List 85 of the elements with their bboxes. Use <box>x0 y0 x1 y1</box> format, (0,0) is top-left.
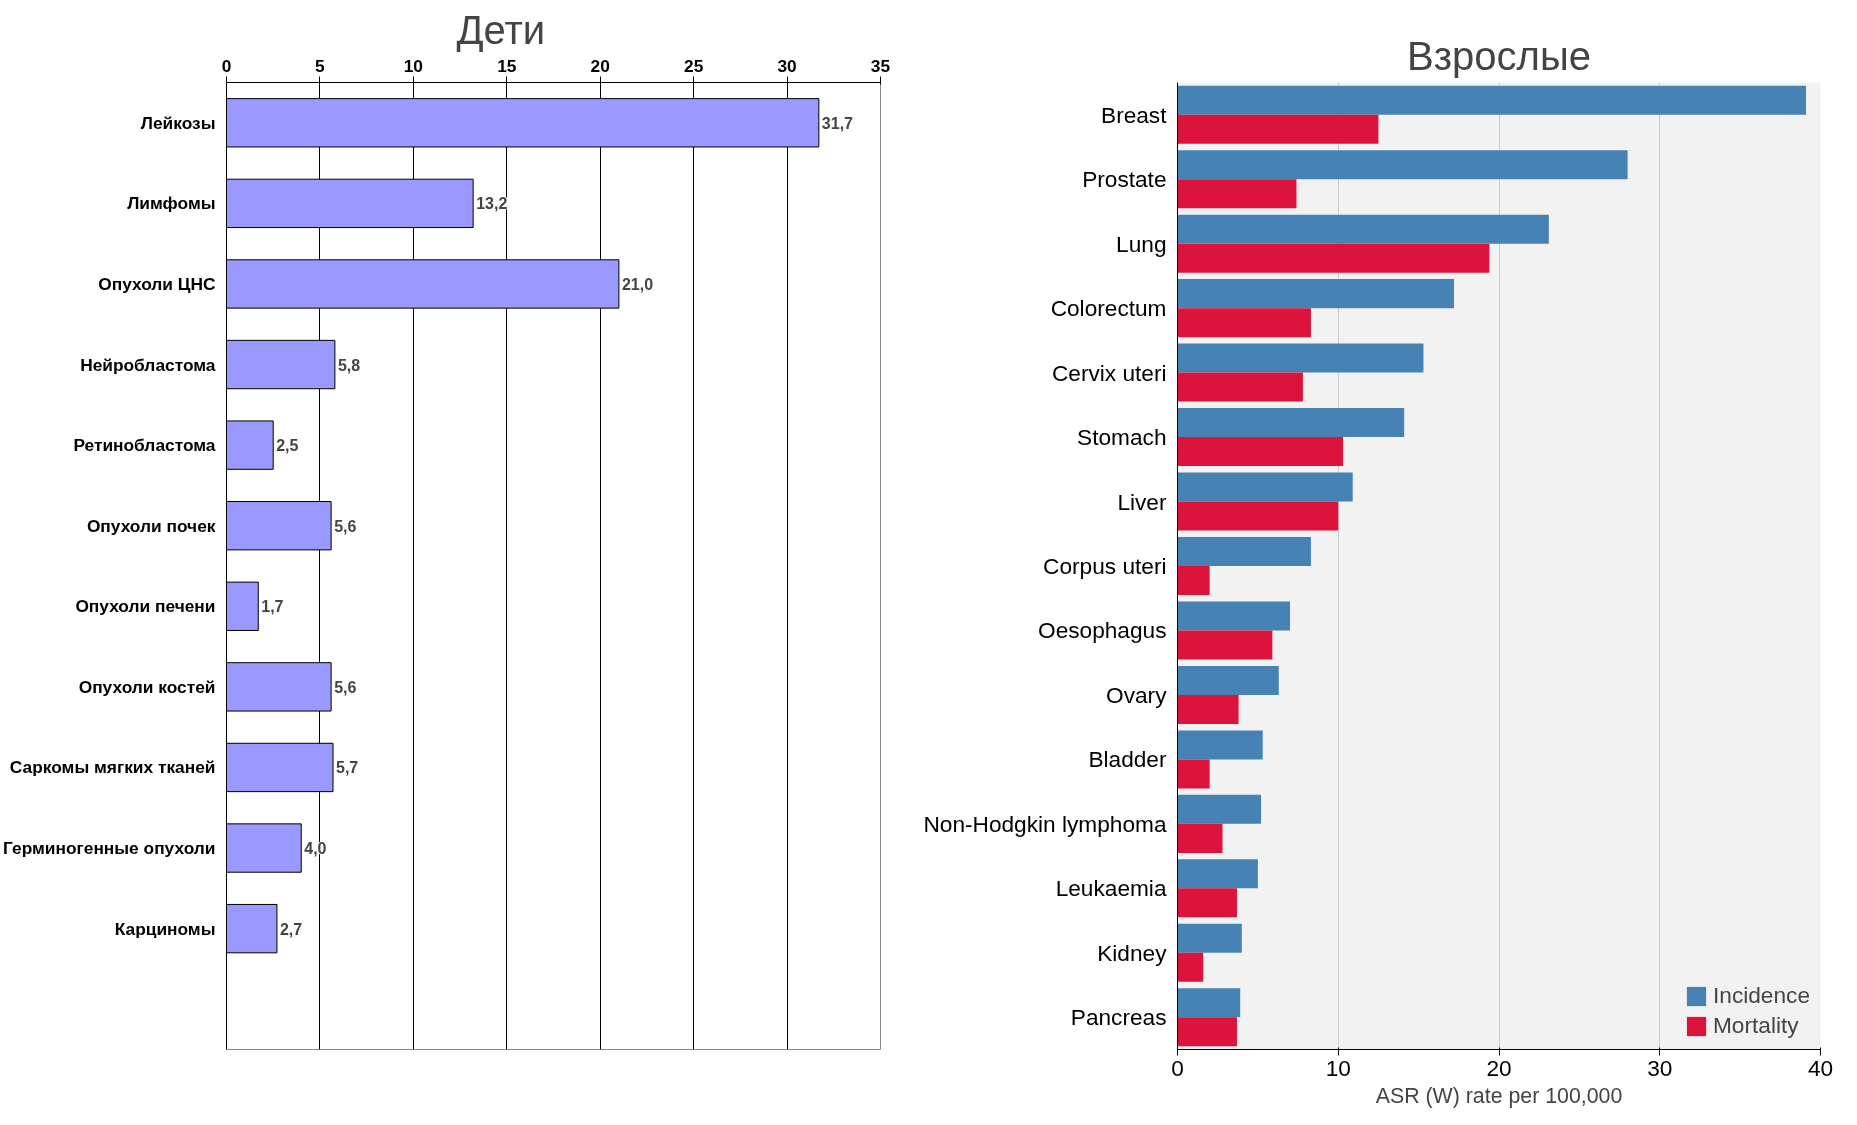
bar <box>1177 952 1204 982</box>
y-tick-label: Ovary <box>1106 681 1168 708</box>
x-tick-label: 20 <box>590 55 610 76</box>
y-tick-label: Kidney <box>1097 939 1168 966</box>
y-tick-label: Ретинобластома <box>73 435 216 456</box>
bar <box>1177 794 1262 824</box>
x-tick-label: 20 <box>1486 1054 1512 1081</box>
data-label: 5,6 <box>334 517 357 535</box>
bar <box>1177 472 1353 502</box>
data-label: 4,0 <box>304 840 327 858</box>
bar <box>1177 179 1297 209</box>
data-label: 5,7 <box>336 759 359 777</box>
x-tick-label: 25 <box>684 55 704 76</box>
bar <box>1177 501 1339 531</box>
bar <box>1177 665 1279 695</box>
x-tick-label: 30 <box>1647 1054 1673 1081</box>
y-tick-label: Non-Hodgkin lymphoma <box>923 810 1167 837</box>
data-label: 2,7 <box>279 920 303 938</box>
y-tick-label: Лимфомы <box>127 193 216 214</box>
bar <box>1177 823 1223 853</box>
bar <box>1177 1017 1237 1047</box>
bar <box>1177 536 1311 566</box>
bar <box>1177 923 1242 953</box>
y-tick-label: Опухоли печени <box>75 596 216 617</box>
y-tick-label: Colorectum <box>1050 295 1167 322</box>
y-tick-label: Corpus uteri <box>1043 553 1167 579</box>
data-label: 31,7 <box>821 114 854 132</box>
bar <box>1177 730 1263 760</box>
x-tick-label: 0 <box>1171 1054 1184 1081</box>
bar <box>1177 888 1237 918</box>
chart-title: Взрослые <box>1407 33 1591 78</box>
bar <box>1177 343 1424 373</box>
data-label: 13,2 <box>476 195 508 213</box>
x-tick-label: 35 <box>870 55 891 76</box>
y-tick-label: Liver <box>1117 488 1167 515</box>
x-tick-label: 15 <box>497 55 517 76</box>
x-tick-label: 40 <box>1807 1054 1834 1081</box>
bar <box>1177 150 1628 180</box>
y-tick-label: Саркомы мягких тканей <box>9 757 216 778</box>
x-tick-label: 5 <box>315 55 326 76</box>
bar <box>1177 566 1210 596</box>
bar <box>1177 114 1379 144</box>
bar <box>1177 308 1311 338</box>
bar <box>1177 372 1303 402</box>
y-tick-label: Pancreas <box>1070 1004 1167 1031</box>
x-tick-label: 0 <box>221 55 232 76</box>
bar <box>1177 408 1405 438</box>
y-tick-label: Нейробластома <box>80 354 216 375</box>
bar <box>1177 759 1210 789</box>
y-tick-label: Карциномы <box>114 918 216 939</box>
x-tick-label: 10 <box>403 55 423 76</box>
y-tick-label: Опухоли костей <box>78 676 216 697</box>
y-tick-label: Лейкозы <box>140 112 216 133</box>
bar <box>1177 243 1490 273</box>
y-tick-label: Oesophagus <box>1038 617 1167 644</box>
y-tick-label: Опухоли почек <box>86 515 216 536</box>
data-label: 21,0 <box>621 275 654 293</box>
y-tick-label: Bladder <box>1088 746 1167 773</box>
y-tick-label: Герминогенные опухоли <box>3 838 216 859</box>
data-label: 5,8 <box>337 356 361 374</box>
y-tick-label: Prostate <box>1082 166 1167 193</box>
bar <box>1177 859 1258 889</box>
y-tick-label: Cervix uteri <box>1051 359 1167 386</box>
bar <box>1177 279 1454 309</box>
data-label: 5,6 <box>334 678 357 696</box>
y-tick-label: Stomach <box>1077 424 1167 451</box>
bar <box>1177 437 1344 467</box>
data-label: 2,5 <box>276 437 299 455</box>
bar <box>1177 214 1549 244</box>
legend-label: Mortality <box>1713 1012 1799 1039</box>
x-tick-label: 30 <box>777 55 797 76</box>
y-tick-label: Leukaemia <box>1055 875 1167 902</box>
y-tick-label: Опухоли ЦНС <box>98 273 216 294</box>
bar <box>1177 85 1807 115</box>
y-tick-label: Breast <box>1101 101 1168 128</box>
bar <box>1177 630 1273 660</box>
x-axis-title: ASR (W) rate per 100,000 <box>1375 1083 1623 1108</box>
legend-label: Incidence <box>1713 982 1810 1009</box>
data-label: 1,7 <box>261 598 284 616</box>
bar <box>1177 988 1241 1018</box>
x-tick-label: 10 <box>1325 1054 1351 1081</box>
y-tick-label: Lung <box>1116 230 1167 257</box>
bar <box>1177 601 1291 631</box>
bar <box>1177 694 1239 724</box>
chart-title: Дети <box>456 7 546 52</box>
